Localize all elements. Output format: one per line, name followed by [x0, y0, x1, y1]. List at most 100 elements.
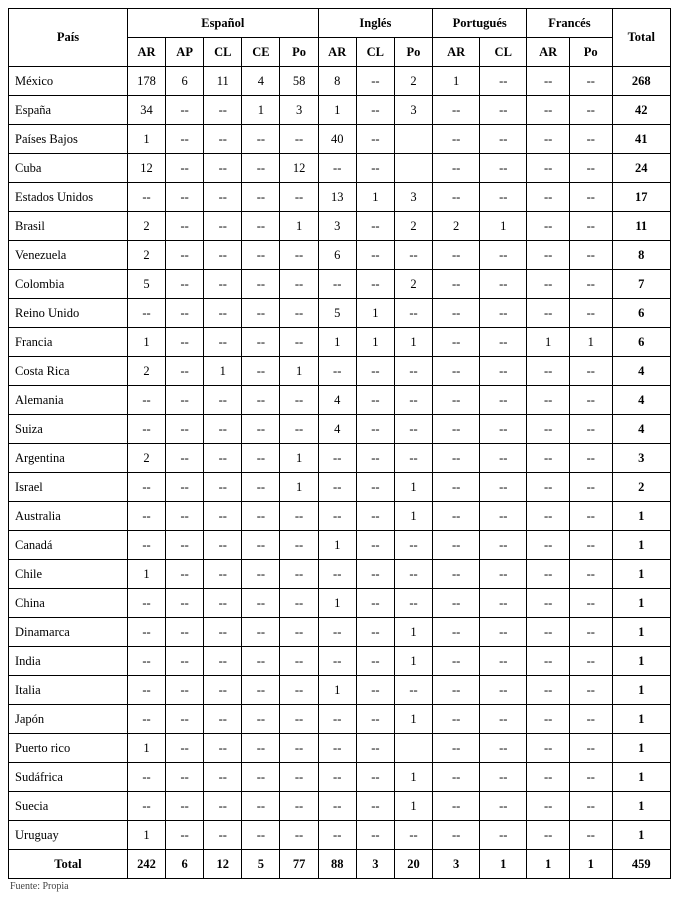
table-body: México1786114588--21------268España34---… [9, 67, 671, 850]
cell-value: -- [356, 212, 394, 241]
cell-value: -- [204, 734, 242, 763]
cell-value: 1 [394, 328, 432, 357]
cell-value: -- [166, 560, 204, 589]
cell-value: -- [204, 560, 242, 589]
cell-value: -- [166, 618, 204, 647]
cell-value: -- [242, 299, 280, 328]
cell-value: -- [204, 328, 242, 357]
cell-value: -- [569, 444, 612, 473]
cell-value: -- [569, 67, 612, 96]
cell-value: -- [569, 154, 612, 183]
cell-value: 2 [394, 212, 432, 241]
table-row: Japón--------------1--------1 [9, 705, 671, 734]
cell-value: -- [480, 473, 527, 502]
cell-value: 1 [394, 792, 432, 821]
cell-value: -- [569, 415, 612, 444]
cell-value: -- [242, 502, 280, 531]
cell-value: -- [318, 444, 356, 473]
cell-value: 8 [318, 67, 356, 96]
cell-value: -- [242, 792, 280, 821]
subheader-cell: CE [242, 38, 280, 67]
cell-total: 1 [612, 560, 670, 589]
cell-value: -- [280, 734, 318, 763]
cell-value: 1 [127, 125, 165, 154]
cell-value: -- [127, 502, 165, 531]
cell-value [394, 734, 432, 763]
header-portugues: Portugués [433, 9, 527, 38]
cell-value: -- [433, 560, 480, 589]
cell-value: -- [318, 270, 356, 299]
cell-value: -- [527, 386, 570, 415]
cell-value: -- [280, 676, 318, 705]
cell-total: 4 [612, 415, 670, 444]
subheader-cell: AR [127, 38, 165, 67]
cell-value: -- [527, 589, 570, 618]
subheader-cell: AP [166, 38, 204, 67]
cell-value: -- [569, 560, 612, 589]
footer-cell: 3 [433, 850, 480, 879]
table-row: Israel--------1----1--------2 [9, 473, 671, 502]
cell-value: -- [433, 386, 480, 415]
cell-value: -- [527, 96, 570, 125]
cell-value: 1 [318, 676, 356, 705]
cell-value: -- [242, 531, 280, 560]
cell-value: -- [527, 154, 570, 183]
cell-value: -- [433, 96, 480, 125]
cell-value: -- [242, 154, 280, 183]
cell-value: -- [394, 821, 432, 850]
cell-value: -- [480, 502, 527, 531]
cell-pais: Israel [9, 473, 128, 502]
table-row: Brasil2------13--221----11 [9, 212, 671, 241]
cell-value: -- [356, 821, 394, 850]
cell-value: -- [166, 241, 204, 270]
footer-cell: 6 [166, 850, 204, 879]
cell-value: -- [480, 299, 527, 328]
cell-value: -- [527, 531, 570, 560]
cell-value: -- [318, 734, 356, 763]
table-row: Italia----------1------------1 [9, 676, 671, 705]
cell-value: -- [242, 676, 280, 705]
cell-value: -- [127, 763, 165, 792]
cell-value: -- [527, 734, 570, 763]
table-row: Suiza----------4------------4 [9, 415, 671, 444]
cell-value: -- [527, 67, 570, 96]
cell-value: -- [527, 270, 570, 299]
cell-value: -- [527, 763, 570, 792]
cell-value: -- [480, 444, 527, 473]
table-row: Uruguay1----------------------1 [9, 821, 671, 850]
cell-value: -- [480, 357, 527, 386]
cell-value: -- [433, 154, 480, 183]
cell-value: -- [356, 67, 394, 96]
cell-value: -- [527, 444, 570, 473]
cell-total: 7 [612, 270, 670, 299]
cell-value [394, 125, 432, 154]
cell-value: -- [527, 415, 570, 444]
cell-value: -- [480, 763, 527, 792]
cell-pais: Cuba [9, 154, 128, 183]
cell-value: -- [480, 125, 527, 154]
cell-value: -- [318, 154, 356, 183]
cell-value: -- [480, 647, 527, 676]
cell-value: -- [433, 357, 480, 386]
cell-value: -- [480, 792, 527, 821]
cell-value: -- [166, 444, 204, 473]
cell-value: -- [204, 647, 242, 676]
cell-value: -- [204, 502, 242, 531]
cell-pais: Dinamarca [9, 618, 128, 647]
data-table: País Español Inglés Portugués Francés To… [8, 8, 671, 879]
cell-value: 1 [394, 763, 432, 792]
cell-value: -- [433, 821, 480, 850]
cell-value: -- [318, 647, 356, 676]
cell-value: -- [127, 473, 165, 502]
cell-value: 2 [394, 270, 432, 299]
cell-value: -- [242, 125, 280, 154]
subheader-cell: CL [356, 38, 394, 67]
cell-value: -- [356, 96, 394, 125]
cell-value: -- [242, 647, 280, 676]
cell-value: 2 [394, 67, 432, 96]
cell-value: -- [204, 299, 242, 328]
table-row: Costa Rica2--1--1--------------4 [9, 357, 671, 386]
cell-value: -- [394, 299, 432, 328]
cell-value: -- [242, 589, 280, 618]
footer-cell: 1 [480, 850, 527, 879]
